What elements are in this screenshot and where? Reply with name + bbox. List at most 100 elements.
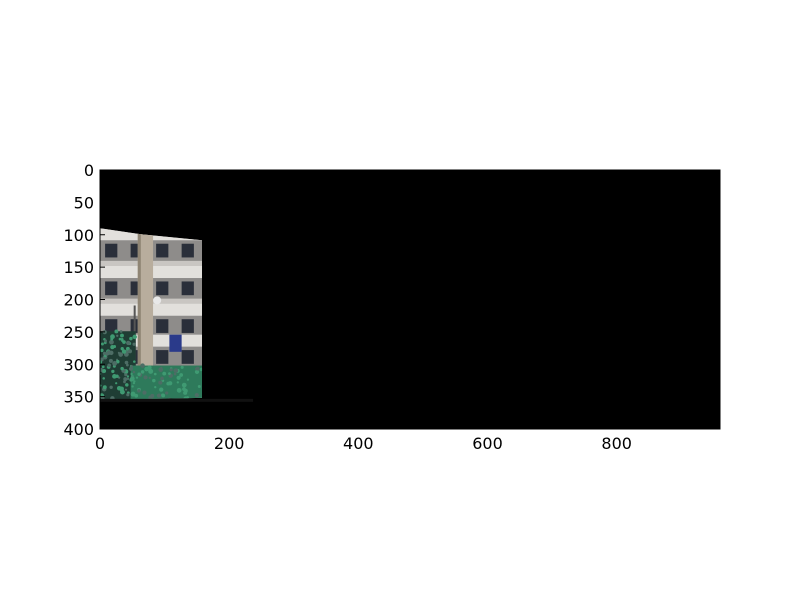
foliage-speck [108, 358, 113, 363]
green-hedge [130, 365, 203, 400]
foliage-speck [132, 334, 137, 340]
foliage-speck [179, 373, 184, 377]
photo-patch [100, 228, 254, 402]
foliage-speck [197, 384, 201, 388]
foliage-speck [148, 368, 154, 374]
foliage-speck [121, 339, 124, 343]
foliage-speck [123, 380, 126, 384]
x-tick-label: 200 [214, 434, 245, 453]
foliage-speck [118, 337, 122, 341]
y-tick-label: 300 [63, 355, 94, 374]
y-tick-label: 350 [63, 388, 94, 407]
foliage-speck [176, 381, 179, 384]
foliage-speck [118, 352, 124, 357]
foliage-speck [116, 334, 119, 337]
photo-content [100, 228, 203, 400]
window [181, 281, 194, 296]
foliage-speck [194, 392, 199, 398]
foliage-speck [165, 391, 169, 395]
foliage-speck [109, 385, 113, 389]
blue-door [169, 334, 182, 352]
window [105, 243, 118, 258]
foliage-speck [101, 365, 105, 369]
foliage-speck [144, 366, 149, 372]
foliage-speck [142, 390, 147, 395]
foliage-speck [112, 361, 118, 366]
foliage-speck [114, 329, 119, 334]
foliage-speck [176, 387, 182, 393]
column-shadow [137, 228, 141, 400]
foliage-speck [158, 380, 163, 385]
foliage-speck [115, 382, 118, 385]
foliage-speck [120, 366, 124, 371]
foliage-speck [127, 349, 133, 354]
y-tick-label: 200 [63, 291, 94, 310]
window [156, 319, 169, 333]
foliage-speck [123, 377, 128, 382]
foliage-speck [199, 367, 203, 372]
foliage-speck [169, 368, 173, 372]
foliage-speck [152, 378, 156, 383]
foliage-speck [132, 342, 136, 346]
plot-area [99, 169, 721, 430]
foliage-speck [160, 376, 164, 381]
foliage-speck [121, 349, 127, 354]
x-tick-label: 0 [95, 434, 105, 453]
foliage-speck [107, 363, 111, 368]
foliage-speck [130, 372, 133, 376]
foliage-speck [126, 393, 130, 397]
y-tick-label: 150 [63, 258, 94, 277]
y-tick-label: 50 [74, 193, 94, 212]
foliage-speck [124, 388, 128, 391]
foliage-speck [176, 375, 181, 380]
foliage-speck [162, 371, 167, 376]
foliage-speck [173, 368, 179, 373]
window [181, 319, 194, 333]
y-axis: 0 50 100 150 200 250 300 350 400 [63, 161, 105, 439]
foliage-speck [160, 366, 163, 370]
x-tick-label: 400 [343, 434, 374, 453]
foliage-speck [168, 372, 171, 375]
y-tick-label: 100 [63, 226, 94, 245]
foliage-speck [120, 347, 124, 351]
window [181, 243, 194, 258]
foliage-speck [156, 393, 162, 398]
concrete-column [137, 228, 154, 400]
foliage-speck [130, 391, 136, 397]
window [156, 243, 169, 258]
foliage-speck [183, 388, 188, 393]
foliage-speck [102, 377, 106, 380]
foliage-speck [120, 333, 124, 338]
foliage-speck [112, 374, 117, 379]
foliage-speck [119, 386, 124, 392]
foliage-speck [120, 337, 124, 341]
y-tick-label: 400 [63, 420, 94, 439]
x-axis: 0 200 400 600 800 [95, 424, 632, 453]
foliage-speck [132, 381, 136, 385]
window [156, 281, 169, 296]
foliage-speck [100, 342, 104, 346]
foliage-speck [168, 381, 173, 386]
foliage-speck [194, 369, 200, 375]
foliage-speck [140, 370, 145, 374]
foliage-speck [104, 339, 108, 343]
foliage-speck [124, 360, 129, 365]
foliage-speck [133, 360, 136, 363]
foliage-speck [148, 376, 151, 379]
foliage-speck [124, 373, 128, 377]
foliage-speck [129, 366, 133, 371]
x-tick-label: 600 [472, 434, 503, 453]
patch-edge [100, 398, 254, 402]
image-background [100, 170, 720, 429]
foliage-speck [100, 348, 104, 353]
foliage-speck [180, 365, 184, 369]
foliage-speck [109, 350, 114, 356]
foliage-speck [186, 378, 190, 381]
foliage-speck [105, 352, 109, 356]
y-tick-label: 0 [84, 161, 94, 180]
foliage-speck [129, 336, 133, 341]
foliage-speck [126, 377, 130, 381]
window [105, 281, 118, 296]
